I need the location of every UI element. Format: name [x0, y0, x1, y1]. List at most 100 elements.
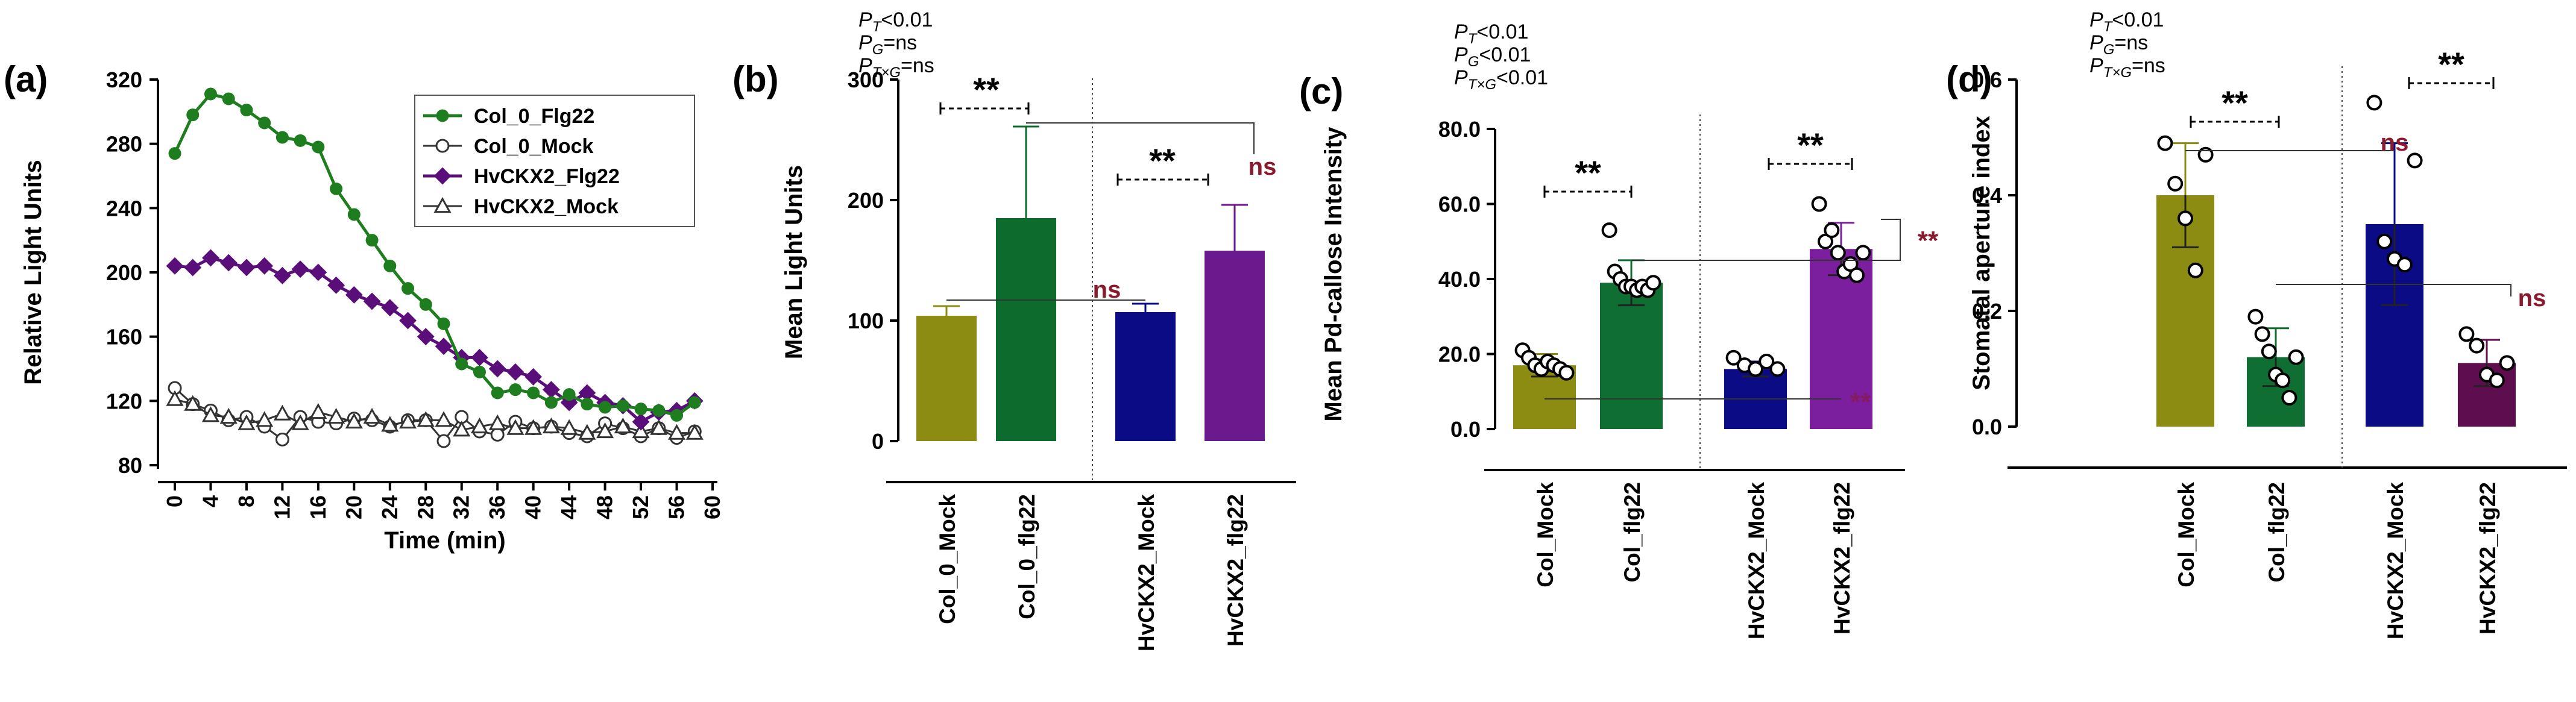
panel-d-point-Col_Mock: [2157, 135, 2173, 151]
panel-a-point-HvCKX2_Flg22: [488, 360, 506, 378]
panel-b-y-tick-label: 300: [848, 67, 884, 92]
panel-a-point-HvCKX2_Mock: [632, 422, 650, 439]
panel-a-point-HvCKX2_Flg22: [435, 337, 453, 356]
panel-a-point-Col_0_Flg22: [670, 409, 684, 422]
panel-d-category-label-Col_Mock: Col_Mock: [2174, 482, 2199, 588]
panel-c-y-tick-label: 0.0: [1450, 417, 1481, 442]
panel-a-x-tick-label: 16: [306, 495, 330, 519]
panel-d-point-HvCKX2_Mock: [2366, 95, 2382, 111]
panel-c-y-tick-label: 20.0: [1438, 342, 1481, 367]
panel-d-y-tick-label: 0.4: [1972, 183, 2002, 208]
panel-a-point-Col_0_Mock: [275, 432, 289, 447]
panel-a-point-HvCKX2_Mock: [542, 417, 560, 434]
panel-a-y-tick-label: 240: [106, 196, 142, 221]
panel-a-point-Col_0_Flg22: [544, 396, 558, 409]
panel-a-point-HvCKX2_Flg22: [363, 292, 381, 310]
panel-a-point-Col_0_Flg22: [240, 104, 253, 117]
panel-a-x-tick-label: 60: [700, 495, 725, 519]
panel-b-category-label-Col_0_flg22: Col_0_flg22: [1015, 494, 1039, 619]
panel-d-point-Col_flg22: [2275, 372, 2291, 389]
panel-d-point-HvCKX2_Mock: [2376, 233, 2393, 249]
panel-d-point-HvCKX2_Mock: [2407, 152, 2423, 169]
panel-a-point-HvCKX2_Flg22: [184, 259, 202, 277]
panel-a-point-HvCKX2_Mock: [596, 422, 614, 439]
panel-a-legend-marker: [433, 196, 452, 213]
panel-a-point-Col_0_Flg22: [634, 403, 647, 416]
panel-d-point-Col_flg22: [2254, 326, 2270, 342]
panel-c-category-label-Col_Mock: Col_Mock: [1533, 482, 1558, 588]
panel-a-x-tick-label: 48: [593, 495, 617, 519]
panel-d-ns-mock: ns: [2381, 130, 2409, 156]
panel-d-category-label-HvCKX2_flg22: HvCKX2_flg22: [2475, 482, 2500, 635]
panel-a-point-HvCKX2_Flg22: [256, 257, 274, 275]
panel-a-legend-label: Col_0_Mock: [474, 135, 593, 158]
panel-a-point-Col_0_Flg22: [688, 396, 701, 409]
panel-a-letter: (a): [4, 59, 48, 99]
panel-b-ns-mock: ns: [1093, 277, 1121, 303]
panel-b-letter: (b): [732, 59, 779, 99]
panel-a-point-HvCKX2_Mock: [470, 417, 489, 434]
panel-a-point-Col_0_Flg22: [204, 87, 217, 101]
panel-a-legend-marker: [433, 167, 452, 185]
panel-c-point-HvCKX2_flg22: [1824, 222, 1840, 239]
panel-a-point-HvCKX2_Mock: [327, 407, 345, 424]
panel-a-x-tick-label: 28: [413, 495, 438, 519]
panel-d-sig-col: **: [2222, 84, 2248, 122]
panel-c-point-HvCKX2_flg22: [1811, 196, 1827, 212]
panel-a-point-Col_0_Mock: [490, 427, 505, 442]
panel-a-point-Col_0_Flg22: [383, 259, 397, 272]
panel-a-x-tick-label: 20: [341, 495, 366, 519]
panel-a-point-HvCKX2_Flg22: [417, 328, 435, 346]
panel-b-y-tick-label: 100: [848, 309, 884, 333]
panel-a-point-HvCKX2_Flg22: [524, 368, 543, 386]
panel-d-y-axis-title: Stomatal aperture index: [1968, 116, 1995, 390]
panel-a-point-HvCKX2_Flg22: [632, 413, 650, 431]
panel-b-ns-flg: ns: [1249, 154, 1277, 180]
panel-c-point-HvCKX2_flg22: [1830, 245, 1846, 261]
panel-a-y-axis-title: Relative Light Units: [20, 160, 46, 384]
panel-a-y-tick-label: 160: [106, 325, 142, 349]
panel-c-point-HvCKX2_Mock: [1769, 361, 1786, 377]
panel-d-point-HvCKX2_Mock: [2396, 257, 2413, 273]
panel-d-point-Col_flg22: [2247, 309, 2264, 325]
panel-a-point-HvCKX2_Mock: [219, 407, 238, 424]
panel-a-point-HvCKX2_Mock: [614, 417, 632, 434]
panel-a-point-HvCKX2_Mock: [273, 404, 291, 421]
panel-a-point-HvCKX2_Mock: [650, 419, 668, 435]
panel-a-point-Col_0_Flg22: [581, 398, 594, 411]
panel-a-point-HvCKX2_Mock: [363, 407, 381, 424]
panel-c-point-Col_Mock: [1558, 365, 1575, 381]
panel-a-y-tick-label: 280: [106, 132, 142, 157]
panel-a-point-HvCKX2_Mock: [453, 421, 471, 437]
panel-c-letter: (c): [1299, 71, 1343, 111]
panel-a-point-HvCKX2_Flg22: [471, 348, 488, 366]
panel-d-point-Col_Mock: [2187, 262, 2203, 278]
panel-b-stat-line: PG=ns: [858, 31, 917, 58]
panel-b-bar-Col_0_Mock: [916, 316, 977, 441]
panel-b-bar-HvCKX2_Mock: [1115, 312, 1176, 441]
panel-a-point-Col_0_Flg22: [402, 282, 415, 295]
panel-d-y-tick-label: 0.0: [1972, 415, 2002, 439]
panel-b-category-label-HvCKX2_Mock: HvCKX2_Mock: [1134, 494, 1159, 652]
panel-a-x-tick-label: 52: [628, 495, 653, 519]
panel-a-point-Col_0_Flg22: [168, 147, 181, 160]
panel-a-y-tick-label: 200: [106, 260, 142, 285]
panel-a-legend-marker: [436, 109, 449, 122]
panel-a-x-tick-label: 36: [485, 495, 509, 519]
panel-c-y-tick-label: 40.0: [1438, 267, 1481, 292]
panel-a-legend-label: HvCKX2_Mock: [474, 195, 619, 218]
panel-d-point-Col_Mock: [2178, 210, 2193, 227]
panel-c-y-axis-title: Mean Pd-callose Intensity: [1320, 127, 1347, 422]
panel-a-point-HvCKX2_Mock: [166, 390, 184, 406]
panel-a-point-Col_0_Flg22: [258, 116, 271, 130]
panel-a-x-tick-label: 32: [449, 495, 474, 519]
panel-b-bar-Col_0_flg22: [996, 218, 1056, 441]
panel-a-point-HvCKX2_Flg22: [327, 276, 345, 294]
panel-a-point-HvCKX2_Flg22: [345, 286, 363, 304]
panel-d-stat-line: PT×G=ns: [2089, 54, 2165, 81]
panel-a-point-HvCKX2_Flg22: [309, 263, 327, 281]
panel-b-sig-hv: **: [1149, 142, 1176, 180]
panel-d-point-HvCKX2_flg22: [2458, 326, 2475, 342]
panel-a-point-HvCKX2_Mock: [667, 424, 686, 440]
panel-a-point-Col_0_Mock: [436, 434, 451, 448]
